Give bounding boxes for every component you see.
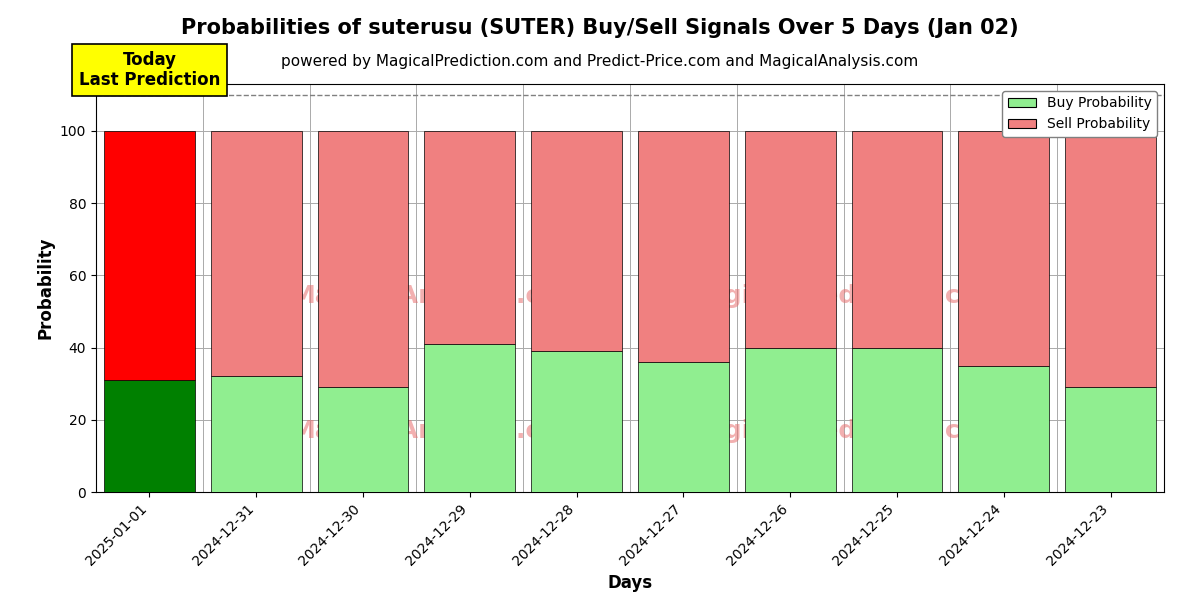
- Bar: [318, 131, 408, 387]
- Text: Probabilities of suterusu (SUTER) Buy/Sell Signals Over 5 Days (Jan 02): Probabilities of suterusu (SUTER) Buy/Se…: [181, 18, 1019, 38]
- Bar: [959, 365, 1049, 492]
- Bar: [104, 380, 194, 492]
- Bar: [318, 387, 408, 492]
- Text: MagicalPrediction.com: MagicalPrediction.com: [683, 419, 1004, 443]
- Bar: [425, 131, 515, 344]
- Bar: [532, 351, 622, 492]
- Bar: [638, 131, 728, 362]
- Legend: Buy Probability, Sell Probability: Buy Probability, Sell Probability: [1002, 91, 1157, 137]
- Bar: [104, 131, 194, 380]
- Bar: [211, 376, 301, 492]
- Text: MagicalAnalysis.com: MagicalAnalysis.com: [290, 284, 584, 308]
- Bar: [745, 347, 835, 492]
- Bar: [1066, 387, 1156, 492]
- Bar: [852, 131, 942, 347]
- Text: Today
Last Prediction: Today Last Prediction: [79, 50, 220, 89]
- Bar: [211, 131, 301, 376]
- Text: MagicalPrediction.com: MagicalPrediction.com: [683, 284, 1004, 308]
- Bar: [959, 131, 1049, 365]
- Bar: [1066, 131, 1156, 387]
- Text: MagicalAnalysis.com: MagicalAnalysis.com: [290, 419, 584, 443]
- Bar: [852, 347, 942, 492]
- Bar: [745, 131, 835, 347]
- Bar: [425, 344, 515, 492]
- Bar: [532, 131, 622, 351]
- Y-axis label: Probability: Probability: [36, 237, 54, 339]
- X-axis label: Days: Days: [607, 574, 653, 592]
- Text: powered by MagicalPrediction.com and Predict-Price.com and MagicalAnalysis.com: powered by MagicalPrediction.com and Pre…: [281, 54, 919, 69]
- Bar: [638, 362, 728, 492]
